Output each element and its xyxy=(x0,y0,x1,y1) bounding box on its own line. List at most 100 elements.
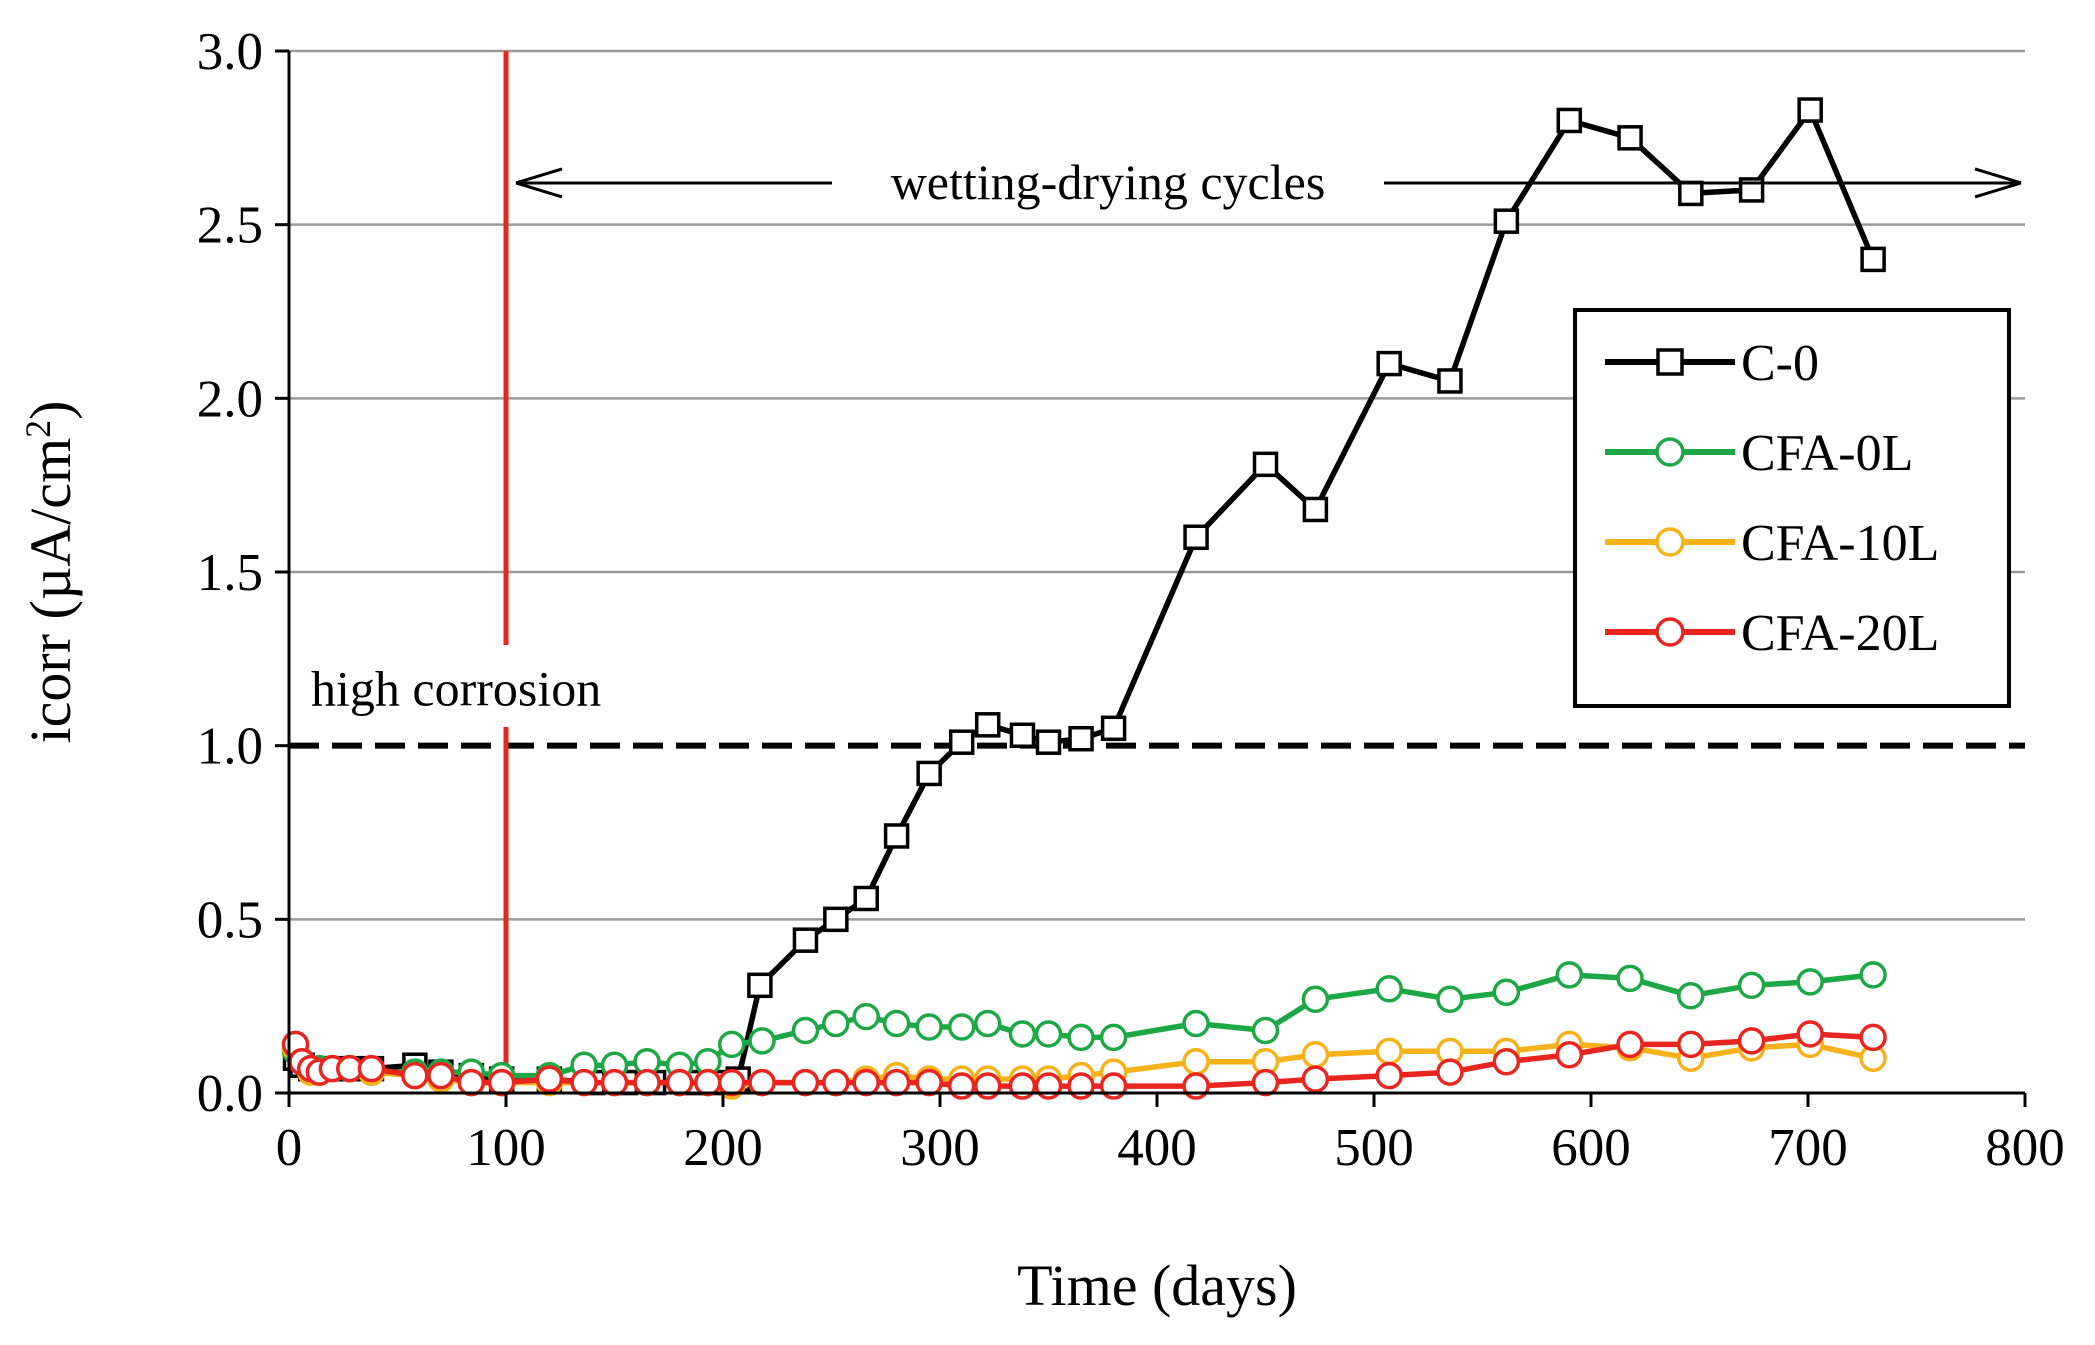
x-tick-label-1: 100 xyxy=(466,1119,546,1177)
point-c-0-35 xyxy=(1493,208,1520,234)
point-cfa-0l-22 xyxy=(882,1009,911,1038)
point-c-0-30 xyxy=(1183,524,1209,551)
legend-item-cfa-10l: CFA-10L xyxy=(1605,515,1939,572)
y-axis-title-main: icorr (µA/cm xyxy=(18,438,83,744)
x-tick-label-3: 300 xyxy=(900,1119,980,1177)
point-cfa-20l-33 xyxy=(1375,1061,1403,1090)
span-label-bg xyxy=(832,142,1384,215)
point-cfa-20l-20 xyxy=(822,1068,850,1097)
point-cfa-20l-17 xyxy=(717,1068,746,1097)
point-cfa-0l-28 xyxy=(1067,1023,1095,1052)
point-cfa-20l-13 xyxy=(600,1068,629,1097)
series-cfa-20l xyxy=(281,1020,1887,1100)
point-cfa-0l-27 xyxy=(1034,1020,1063,1048)
point-cfa-0l-35 xyxy=(1492,978,1521,1007)
x-tick-label-0: 0 xyxy=(276,1119,303,1177)
legend-label-cfa-10l: CFA-10L xyxy=(1741,515,1939,572)
legend-item-cfa-0l: CFA-0L xyxy=(1605,425,1913,482)
point-c-0-36 xyxy=(1556,107,1583,134)
point-c-0-37 xyxy=(1617,125,1643,151)
y-tick-label-0: 0.0 xyxy=(197,1065,263,1123)
y-axis-title-close: ) xyxy=(18,401,83,420)
point-cfa-0l-18 xyxy=(748,1027,776,1055)
point-cfa-0l-36 xyxy=(1555,961,1584,989)
legend-marker-cfa-0l xyxy=(1655,437,1685,467)
point-cfa-20l-21 xyxy=(852,1068,880,1097)
point-cfa-20l-11 xyxy=(535,1065,564,1093)
point-cfa-0l-21 xyxy=(852,1002,880,1031)
x-tick-label-7: 700 xyxy=(1768,1119,1848,1177)
point-cfa-0l-24 xyxy=(947,1013,976,1041)
point-c-0-19 xyxy=(792,927,819,953)
y-axis-title: icorr (µA/cm2) xyxy=(18,401,83,744)
point-cfa-0l-25 xyxy=(973,1009,1002,1038)
legend-marker-cfa-20l xyxy=(1655,617,1685,647)
point-c-0-22 xyxy=(883,823,910,849)
point-cfa-10l-32 xyxy=(1301,1041,1330,1069)
point-c-0-26 xyxy=(1009,722,1036,748)
point-cfa-20l-37 xyxy=(1616,1030,1644,1059)
span-label: wetting-drying cycles xyxy=(891,154,1326,210)
axes: 0.0 0.5 1.0 1.5 2.0 2.5 3.0 0 100 200 300 400 500 600… xyxy=(18,23,2065,1318)
point-cfa-20l-12 xyxy=(570,1068,598,1097)
point-cfa-0l-39 xyxy=(1737,971,1766,1000)
point-cfa-20l-16 xyxy=(694,1068,722,1097)
point-cfa-10l-33 xyxy=(1375,1037,1403,1066)
point-cfa-0l-32 xyxy=(1301,985,1330,1013)
point-cfa-20l-6 xyxy=(357,1054,386,1083)
point-cfa-0l-17 xyxy=(717,1030,746,1059)
annotations: wetting-drying cycles xyxy=(515,142,2022,215)
point-cfa-0l-41 xyxy=(1859,961,1887,989)
data-series xyxy=(281,97,1887,1100)
point-cfa-0l-26 xyxy=(1008,1020,1037,1048)
x-axis-title: Time (days) xyxy=(1017,1253,1297,1318)
point-c-0-28 xyxy=(1068,725,1094,752)
point-c-0-24 xyxy=(948,729,975,755)
span-arrow-left-head xyxy=(515,167,563,199)
point-c-0-40 xyxy=(1797,97,1823,123)
point-cfa-0l-34 xyxy=(1436,985,1464,1013)
legend-marker-cfa-10l xyxy=(1655,527,1685,557)
point-cfa-0l-20 xyxy=(822,1009,850,1038)
point-cfa-20l-14 xyxy=(633,1068,661,1097)
legend-label-cfa-20l: CFA-20L xyxy=(1741,605,1939,662)
point-cfa-20l-19 xyxy=(791,1068,820,1097)
x-tick-label-8: 800 xyxy=(1985,1119,2065,1177)
point-c-0-41 xyxy=(1860,246,1886,273)
point-cfa-20l-36 xyxy=(1555,1041,1584,1069)
y-tick-label-1: 0.5 xyxy=(197,891,263,949)
y-tick-label-2: 1.0 xyxy=(197,718,263,776)
point-cfa-0l-30 xyxy=(1182,1009,1210,1038)
legend-marker-c-0 xyxy=(1656,348,1684,376)
y-axis-title-sup: 2 xyxy=(18,420,58,438)
point-c-0-32 xyxy=(1302,496,1329,523)
threshold-label: high corrosion xyxy=(311,661,601,717)
point-cfa-20l-31 xyxy=(1251,1068,1280,1097)
y-tick-label-6: 3.0 xyxy=(197,23,263,81)
point-cfa-0l-38 xyxy=(1677,981,1705,1010)
point-cfa-20l-15 xyxy=(665,1068,694,1097)
point-cfa-20l-22 xyxy=(882,1068,911,1097)
point-cfa-20l-23 xyxy=(915,1068,943,1097)
point-cfa-20l-35 xyxy=(1492,1047,1521,1076)
point-cfa-20l-8 xyxy=(427,1061,455,1090)
point-cfa-20l-9 xyxy=(457,1068,486,1097)
point-cfa-20l-7 xyxy=(401,1061,429,1090)
point-c-0-34 xyxy=(1437,368,1463,394)
point-cfa-20l-40 xyxy=(1796,1020,1824,1048)
point-cfa-20l-32 xyxy=(1301,1065,1330,1093)
point-c-0-33 xyxy=(1376,350,1402,377)
point-cfa-0l-33 xyxy=(1375,975,1403,1003)
point-cfa-0l-29 xyxy=(1099,1023,1128,1052)
y-tick-label-4: 2.0 xyxy=(197,370,263,428)
point-cfa-20l-41 xyxy=(1859,1023,1887,1052)
x-tick-label-6: 600 xyxy=(1551,1119,1631,1177)
point-cfa-0l-31 xyxy=(1251,1016,1280,1045)
point-c-0-20 xyxy=(823,906,849,933)
point-cfa-20l-39 xyxy=(1737,1027,1766,1055)
point-c-0-31 xyxy=(1252,451,1279,478)
point-cfa-10l-30 xyxy=(1182,1047,1210,1076)
point-c-0-25 xyxy=(974,712,1001,738)
high-corrosion-threshold: high corrosion xyxy=(289,661,2025,749)
